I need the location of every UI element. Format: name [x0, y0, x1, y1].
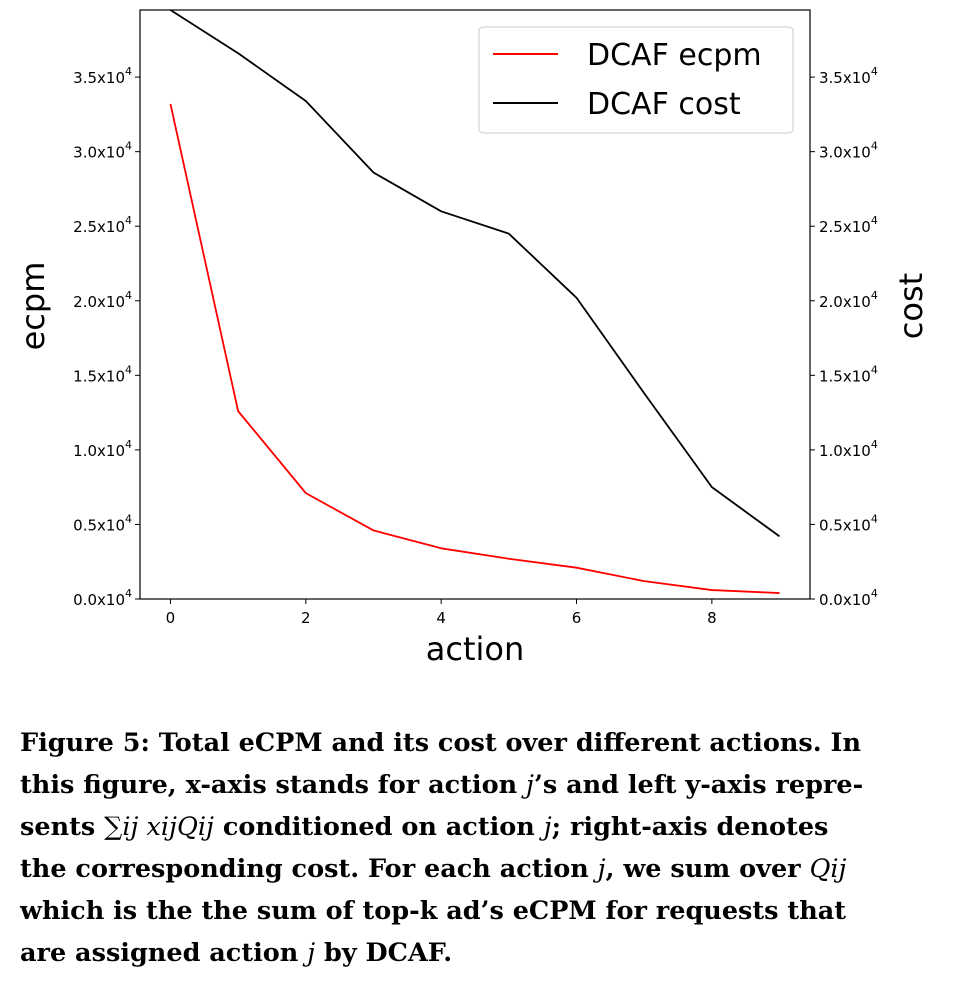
x-tick-label: 6 [572, 609, 582, 627]
dcaf-ecpm-line [169, 103, 780, 594]
right-y-tick-label: 1.5x104 [819, 363, 878, 385]
x-tick-label: 2 [301, 609, 311, 627]
chart: 0.0x104 0.5x104 1.0x104 1.5x104 2.0x104 2.5x1… [14, 9, 930, 668]
left-y-tick-label: 3.0x104 [73, 140, 132, 162]
plot-frame [139, 9, 811, 600]
right-y-tick-label: 2.5x104 [819, 214, 878, 236]
right-y-tick-label: 0.5x104 [819, 512, 878, 534]
left-y-tick-label: 0.0x104 [73, 587, 132, 609]
x-axis-title: action [426, 630, 525, 668]
legend-label-cost: DCAF cost [587, 87, 741, 122]
left-y-ticks: 0.0x104 0.5x104 1.0x104 1.5x104 2.0x104 2.5x1… [73, 65, 140, 609]
legend-label-ecpm: DCAF ecpm [587, 38, 762, 73]
right-y-tick-label: 3.0x104 [819, 140, 878, 162]
legend: DCAF ecpm DCAF cost [478, 26, 794, 134]
dcaf-cost-line [169, 9, 781, 538]
right-y-ticks: 0.0x104 0.5x104 1.0x104 1.5x104 2.0x104 2.5x1… [810, 65, 878, 609]
x-ticks: 0 2 4 6 8 [166, 599, 717, 627]
x-tick-label: 4 [436, 609, 446, 627]
x-tick-label: 0 [166, 609, 176, 627]
x-tick-label: 8 [707, 609, 717, 627]
right-y-tick-label: 0.0x104 [819, 587, 878, 609]
figure-caption: Figure 5: Total eCPM and its cost over d… [20, 722, 940, 974]
right-y-tick-label: 1.0x104 [819, 438, 878, 460]
caption-line-1: Figure 5: Total eCPM and its cost over d… [20, 728, 862, 758]
series-layer [169, 9, 781, 594]
left-y-tick-label: 1.5x104 [73, 363, 132, 385]
left-y-tick-label: 0.5x104 [73, 512, 132, 534]
right-y-tick-label: 3.5x104 [819, 65, 878, 87]
caption-line-6: are assigned action j by DCAF. [20, 938, 453, 968]
left-y-tick-label: 2.0x104 [73, 289, 132, 311]
left-y-tick-label: 1.0x104 [73, 438, 132, 460]
caption-line-3: sents ∑ij xijQij conditioned on action j… [20, 812, 829, 842]
caption-line-5: which is the the sum of top-k ad’s eCPM … [20, 896, 847, 926]
left-y-tick-label: 3.5x104 [73, 65, 132, 87]
caption-line-2: this figure, x-axis stands for action j’… [20, 770, 864, 800]
left-y-tick-label: 2.5x104 [73, 214, 132, 236]
right-y-axis-title: cost [892, 273, 930, 339]
caption-line-4: the corresponding cost. For each action … [20, 854, 847, 884]
right-y-tick-label: 2.0x104 [819, 289, 878, 311]
left-y-axis-title: ecpm [14, 262, 52, 351]
